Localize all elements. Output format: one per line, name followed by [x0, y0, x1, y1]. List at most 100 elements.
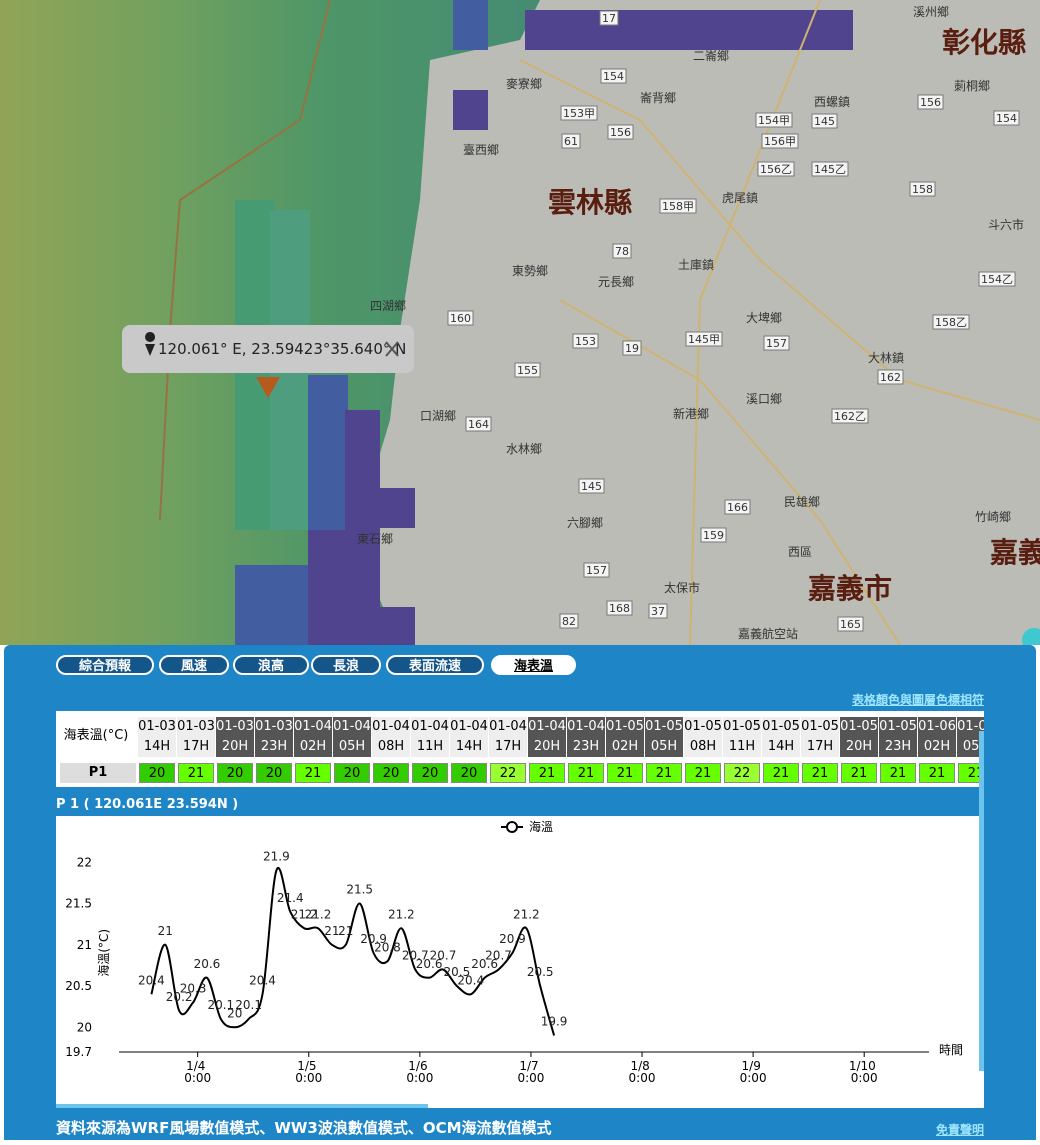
road-shield [559, 613, 579, 629]
x-tick-date: 1/5 [297, 1059, 320, 1073]
road-label: 155 [517, 364, 538, 377]
x-tick-date: 1/9 [742, 1059, 765, 1073]
road-label: 154 [603, 70, 624, 83]
table-header: 海表溫(°C) [56, 713, 136, 759]
color-note-link[interactable]: 表格顏色與圖層色標相符 [852, 693, 985, 707]
road-label: 17 [602, 12, 616, 25]
road-shield [560, 105, 598, 121]
data-label: 20.9 [499, 932, 526, 946]
data-label: 21.2 [388, 907, 415, 921]
x-tick-label: 1/9 0:00 [740, 1059, 767, 1085]
data-label: 20.6 [471, 957, 498, 971]
road-label: 78 [615, 245, 629, 258]
column-hour: 02H [294, 737, 332, 757]
tab[interactable]: 風速 [159, 655, 229, 675]
column-hour: 14H [138, 737, 176, 757]
column-date: 01-05 [801, 717, 839, 737]
road-shield [612, 243, 632, 259]
row-name: P1 [60, 763, 136, 783]
table-value: 21 [841, 763, 877, 783]
chart-background [56, 816, 984, 1108]
data-label: 21 [158, 924, 173, 938]
data-label: 20.8 [374, 940, 401, 954]
table-value: 22 [724, 763, 760, 783]
data-label: 20.5 [527, 965, 554, 979]
road-label: 154 [996, 112, 1017, 125]
column-date: 01-05 [606, 717, 644, 737]
road-shield [993, 110, 1020, 126]
table-value: 21 [802, 763, 838, 783]
tab[interactable]: 綜合預報 [56, 655, 154, 675]
column-date: 01-06 [918, 717, 956, 737]
place-label: 大埤鄉 [746, 311, 782, 325]
scrollbar[interactable] [56, 1104, 428, 1108]
column-date: 01-05 [840, 717, 878, 737]
data-label: 20.6 [194, 957, 221, 971]
close-button[interactable] [1022, 628, 1040, 645]
data-label: 20.7 [485, 949, 512, 963]
x-tick-time: 0:00 [629, 1071, 656, 1085]
x-tick-time: 0:00 [184, 1071, 211, 1085]
table-value: 21 [763, 763, 799, 783]
x-tick-time: 0:00 [517, 1071, 544, 1085]
road-label: 61 [564, 135, 578, 148]
column-date: 01-04 [450, 717, 488, 737]
road-shield [465, 416, 492, 432]
place-label: 斗六市 [988, 217, 1024, 232]
place-label: 西區 [788, 545, 812, 559]
table-value: 21 [685, 763, 721, 783]
y-tick-label: 19.7 [65, 1045, 92, 1059]
column-date: 01-03 [177, 717, 215, 737]
table-value: 20 [373, 763, 409, 783]
place-label: 崙背鄉 [640, 91, 676, 105]
tab[interactable]: 表面流速 [386, 655, 484, 675]
data-label: 20.6 [416, 957, 443, 971]
data-label: 19.9 [541, 1015, 568, 1029]
column-date: 01-04 [489, 717, 527, 737]
tab[interactable]: 長浪 [311, 655, 381, 675]
column-hour: 02H [606, 737, 644, 757]
disclaimer-link[interactable]: 免責聲明 [936, 1123, 985, 1137]
popup-close[interactable] [385, 341, 399, 357]
road-shield [763, 335, 790, 351]
road-shield [909, 181, 936, 197]
road-label: 145甲 [688, 333, 720, 346]
road-label: 159 [703, 529, 724, 542]
forecast-table: 海表溫(°C) 01-03 14H 01-03 17H 01-03 20H 01-03 23H 0… [56, 711, 984, 787]
table-value: 20 [412, 763, 448, 783]
x-tick-time: 0:00 [851, 1071, 878, 1085]
road-shield [607, 124, 634, 140]
column-date: 01-04 [372, 717, 410, 737]
table-value: 22 [490, 763, 526, 783]
marker [256, 377, 280, 398]
place-label: 彰化縣 [942, 26, 1026, 59]
road-shield [600, 68, 627, 84]
scrollbar[interactable] [979, 731, 984, 1071]
road-shield [837, 616, 864, 632]
table-value: 20 [217, 763, 253, 783]
data-label: 21.2 [513, 907, 540, 921]
tab[interactable]: 浪高 [233, 655, 309, 675]
tab[interactable]: 海表溫 [491, 655, 576, 675]
road-label: 160 [450, 312, 471, 325]
data-label: 21.2 [305, 907, 332, 921]
table-value: 21 [919, 763, 955, 783]
y-axis-label: 海溫(°C) [96, 929, 111, 977]
column-hour: 11H [723, 737, 761, 757]
y-tick-label: 20.5 [65, 979, 92, 993]
place-label: 土庫鎮 [678, 257, 714, 272]
place-label: 嘉義航空站 [738, 626, 798, 641]
road-label: 37 [651, 605, 665, 618]
x-tick-label: 1/5 0:00 [295, 1059, 322, 1085]
column-hour: 08H [372, 737, 410, 757]
table-value: 21 [295, 763, 331, 783]
place-label: 西螺鎮 [814, 94, 850, 109]
column-hour: 05H [957, 737, 984, 757]
column-hour: 17H [177, 737, 215, 757]
road-label: 153甲 [563, 107, 595, 120]
road-shield [761, 133, 799, 149]
column-date: 01-06 [957, 717, 984, 737]
table-value: 21 [178, 763, 214, 783]
road-label: 156乙 [760, 163, 792, 176]
